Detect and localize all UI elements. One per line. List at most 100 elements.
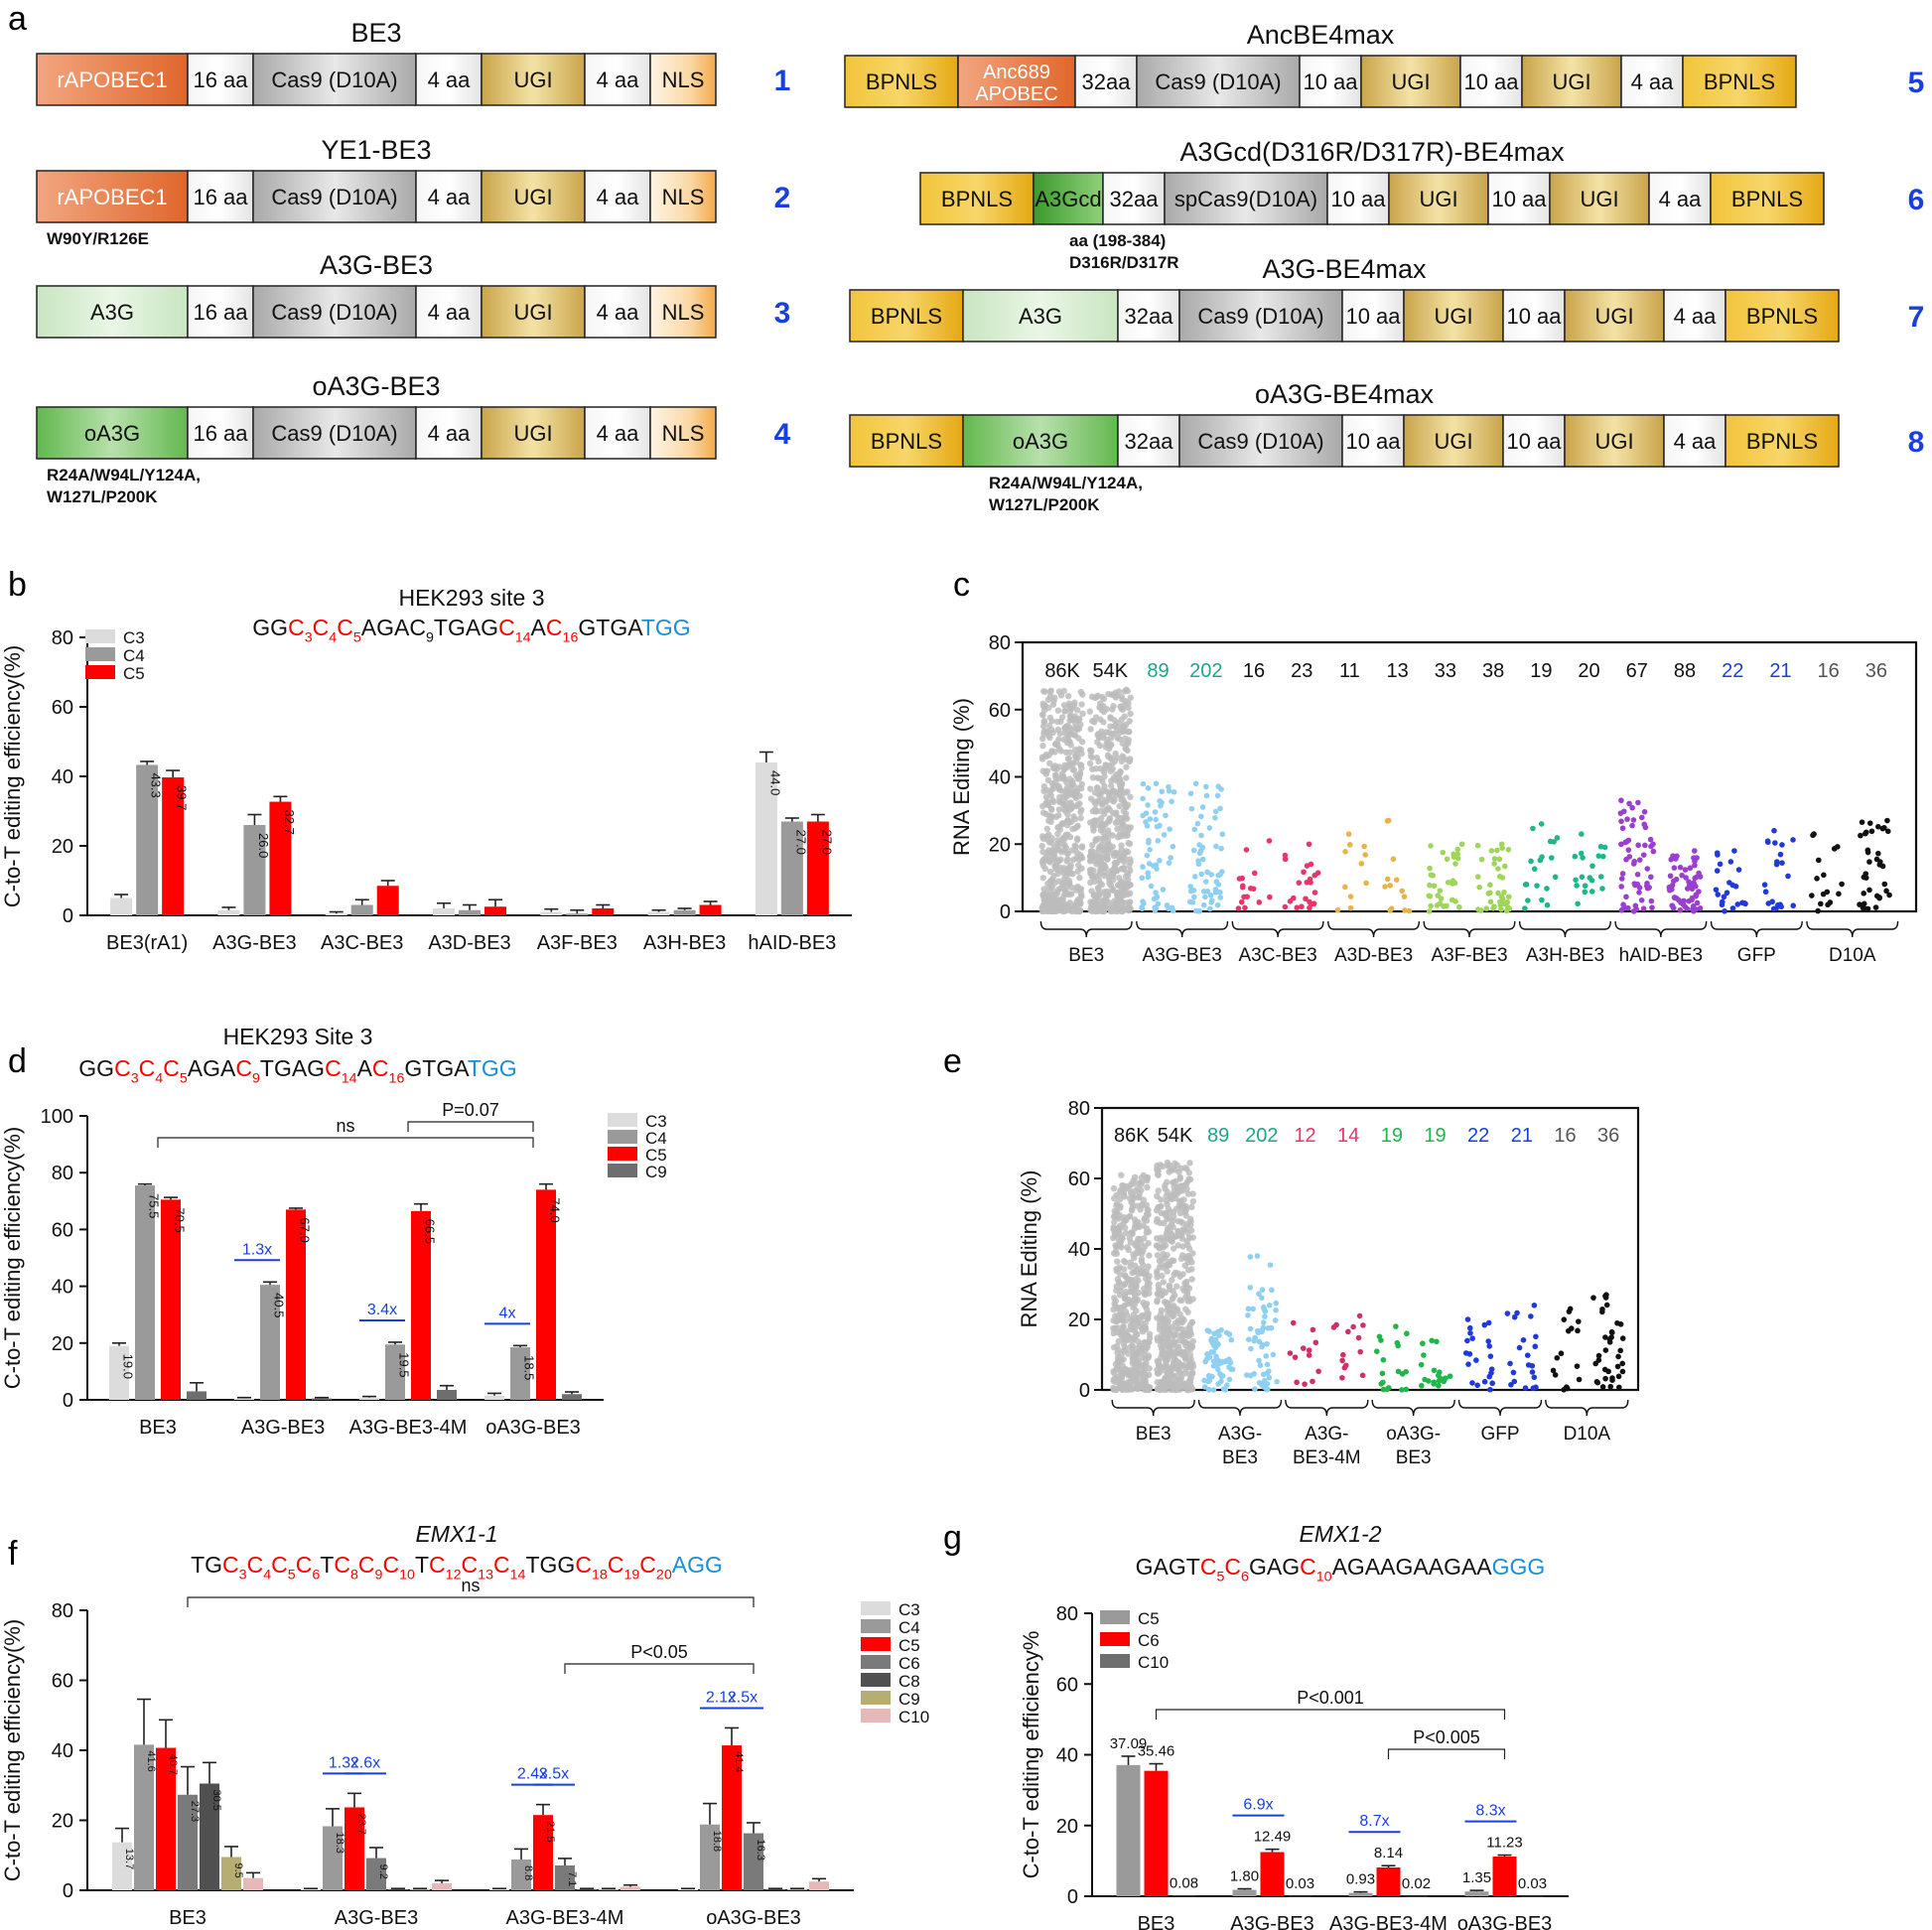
data-point [1171,1183,1177,1190]
bar-value-label: 0.03 [1518,1875,1547,1892]
data-point [1245,1306,1252,1312]
data-point [1101,872,1108,880]
data-point [1122,1309,1130,1315]
bar-C5 [484,906,506,915]
data-point [1054,823,1062,831]
data-point [1421,1352,1427,1358]
data-point [1649,904,1655,911]
data-point [1523,882,1530,888]
data-point [1467,1330,1473,1336]
data-point [1314,870,1321,876]
sequence-base: C [1300,1554,1316,1580]
data-point [1181,1370,1188,1377]
sequence-base: A [531,615,547,640]
construct-domain-label: UGI [513,68,552,92]
category-label: A3G-BE3-4M [349,1417,468,1439]
data-point [1077,814,1084,822]
data-point [1345,1328,1351,1335]
legend-swatch-C3 [861,1601,891,1615]
bar-C3 [217,909,240,915]
data-point [1203,1356,1210,1362]
data-point [1350,1323,1356,1330]
data-point [1146,1273,1153,1280]
construct-number: 6 [1908,184,1925,216]
data-point [1119,830,1126,838]
data-point [1164,1342,1171,1349]
data-point [1038,842,1045,850]
data-point [1164,1382,1171,1389]
data-point [1078,865,1085,872]
bar-C4 [243,825,266,915]
sequence-subscript: 10 [1316,1569,1332,1585]
data-point [1158,1196,1165,1203]
group-brace [1457,1399,1543,1417]
data-point [1825,901,1831,908]
data-point [1104,855,1111,863]
data-point [1154,1206,1161,1214]
data-point [1488,848,1495,854]
data-point [1256,1291,1262,1297]
data-point [1630,817,1637,823]
bar-C9 [221,1857,241,1890]
data-point [1817,900,1824,907]
data-point [1135,1244,1142,1252]
bar-C5 [161,1199,181,1400]
data-point [1164,1299,1171,1307]
construct-domain-linker [584,53,651,106]
construct-number: 7 [1908,301,1925,334]
data-point [1181,1354,1188,1362]
bar-C8 [388,1888,408,1890]
data-point [1136,1190,1143,1197]
construct-domain-bpnls [849,414,964,468]
data-point [1650,848,1657,855]
data-point [1196,850,1203,857]
legend-label: C5 [123,664,145,683]
data-point [1427,865,1433,872]
data-point [1264,1370,1271,1376]
construct-domain-label: 10 aa [1506,429,1562,454]
construct-domain-ugi [1403,414,1504,468]
data-point [1048,902,1055,909]
data-point [1142,1302,1149,1310]
data-point [1601,844,1608,851]
data-point [1418,1382,1425,1389]
bar-value-label: 27.0 [819,830,834,855]
construct-mutation-note: aa (198-384) [1069,231,1166,250]
data-point [1599,1384,1606,1390]
data-point [1450,851,1456,858]
data-point [1160,1279,1167,1286]
data-point [1120,1304,1128,1310]
data-point [1056,730,1063,738]
y-tick-label: 60 [52,1219,73,1241]
data-point [1668,856,1675,863]
bar-value-label: 0.02 [1402,1875,1431,1892]
sample-count: 14 [1337,1125,1359,1147]
data-point [1113,1265,1120,1273]
data-point [1164,1159,1172,1167]
data-point [1636,890,1642,896]
data-point [1168,1386,1174,1394]
sequence-base: C [139,1055,156,1081]
data-point [1310,1326,1316,1333]
data-point [1564,1385,1571,1392]
sequence-base: TGAG [260,1055,325,1081]
data-point [1121,1272,1129,1279]
data-point [1167,1310,1174,1317]
sequence-base: AGAC [361,615,426,640]
data-point [1139,905,1146,911]
data-point [1163,812,1169,819]
data-point [1045,812,1053,820]
data-point [1128,1316,1136,1323]
data-point [1121,713,1128,720]
sample-count: 11 [1339,660,1360,682]
data-point [1141,1214,1149,1222]
y-tick-label: 20 [1068,1310,1090,1331]
bar-C3 [489,1888,509,1890]
data-point [1086,708,1094,715]
data-point [1264,1340,1270,1347]
sequence-base: AGAAGAAGAA [1332,1554,1493,1580]
data-point [1120,1257,1128,1265]
bar-C5 [269,801,292,915]
data-point [1145,1263,1152,1270]
y-axis-label: C-to-T editing efficiency(%) [0,1127,25,1390]
